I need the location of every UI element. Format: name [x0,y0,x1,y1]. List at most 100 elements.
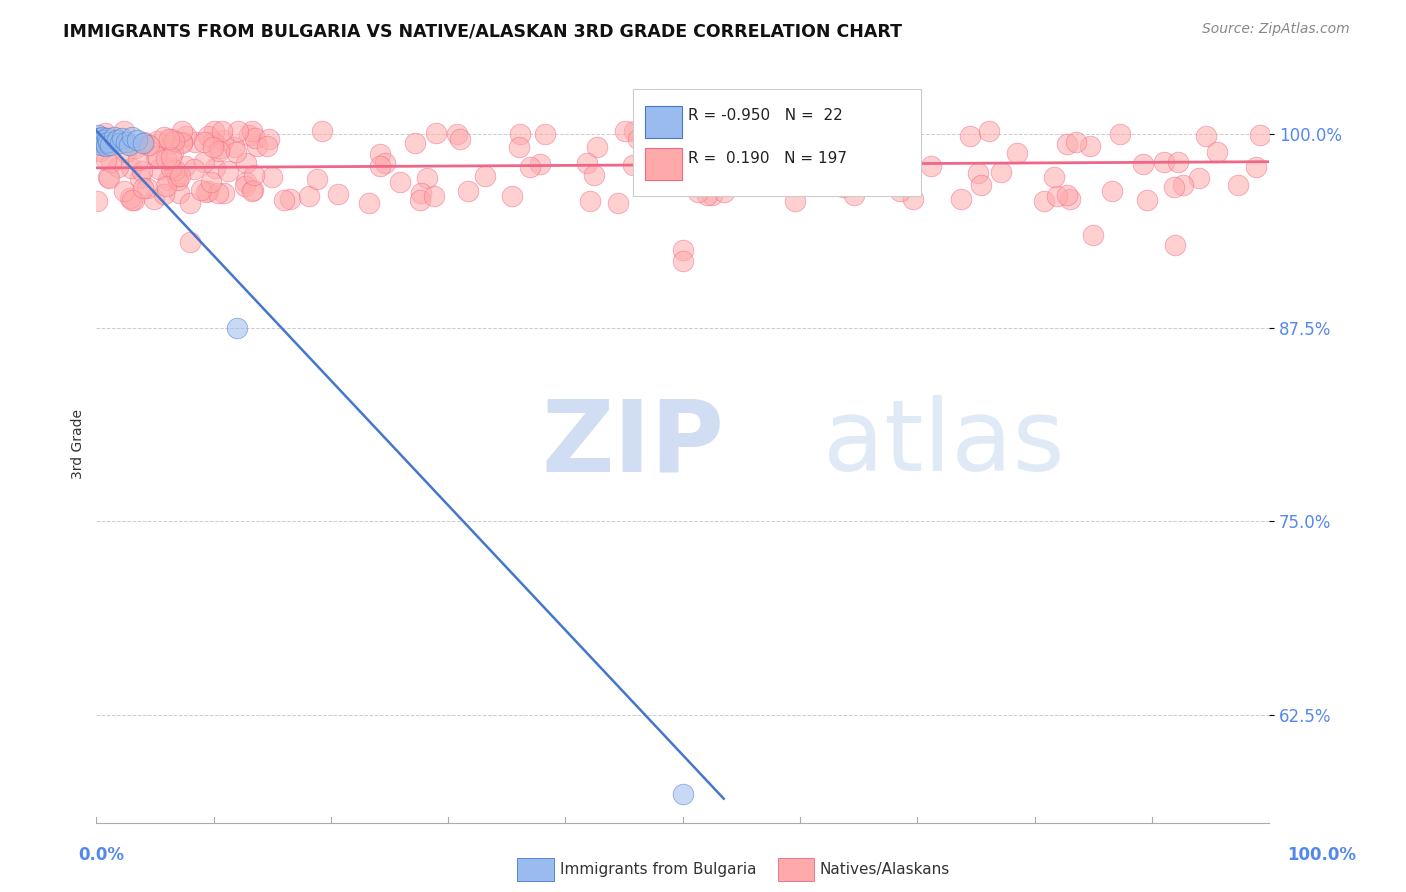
Point [1043,169,1066,184]
Point [204,161,226,175]
Point [873,173,896,187]
Point [1101,184,1123,198]
Point [457,184,479,198]
Point [450,132,472,146]
Point [179,235,201,250]
Point [172,135,194,149]
Point [90,137,112,152]
Point [169,169,191,183]
Point [575,156,598,170]
Point [509,128,531,142]
Point [959,129,981,144]
Point [100,155,122,169]
Point [782,136,804,151]
Point [1164,238,1187,252]
Point [1205,145,1227,159]
Point [111,131,134,145]
Point [167,173,190,187]
Point [97,135,120,149]
Point [136,181,159,195]
Point [1136,193,1159,207]
Point [238,128,260,142]
Point [235,156,257,170]
Point [121,129,143,144]
Point [87,131,110,145]
Point [1081,227,1104,242]
Point [793,141,815,155]
Point [1226,178,1249,193]
Point [990,165,1012,179]
Point [93,133,115,147]
Point [1195,128,1218,143]
Point [193,154,215,169]
Point [97,169,120,184]
Point [148,161,170,176]
Point [207,186,229,201]
Point [211,133,233,147]
Point [273,193,295,207]
Point [730,127,752,141]
Point [583,168,606,182]
Point [163,163,186,178]
Point [1163,180,1185,194]
Point [1153,155,1175,169]
Point [696,188,718,202]
Point [1132,157,1154,171]
Point [127,153,149,168]
Point [949,193,972,207]
Point [86,128,108,143]
Point [855,157,877,171]
Point [848,133,870,147]
Point [124,141,146,155]
Point [146,149,169,163]
Point [132,181,155,195]
Point [246,139,269,153]
Point [235,175,257,189]
Y-axis label: 3rd Grade: 3rd Grade [72,409,86,479]
Point [193,135,215,149]
Point [172,124,194,138]
Point [1244,160,1267,174]
Point [1032,194,1054,208]
Point [94,139,117,153]
Point [672,243,695,257]
Point [100,137,122,152]
Point [425,126,447,140]
Point [586,140,609,154]
Point [278,192,301,206]
Point [1056,188,1078,202]
Point [107,160,129,174]
Point [721,134,744,148]
Point [167,186,190,200]
Point [162,145,184,160]
Point [844,188,866,202]
Point [129,171,152,186]
Point [91,129,114,144]
Point [607,195,630,210]
Point [184,135,207,149]
Point [127,133,149,147]
Point [1056,137,1078,152]
Point [120,161,142,175]
Point [96,131,118,145]
Point [121,193,143,207]
Point [204,124,226,138]
Point [233,178,256,193]
Point [103,129,125,144]
Point [873,124,896,138]
Point [112,184,135,198]
Text: atlas: atlas [824,395,1066,492]
Point [89,145,111,159]
Point [96,136,118,151]
Point [519,160,541,174]
Text: R =  0.190   N = 197: R = 0.190 N = 197 [688,152,846,166]
Point [621,158,644,172]
Point [1007,145,1029,160]
Point [166,169,188,183]
Point [94,153,117,167]
Point [173,159,195,173]
Point [800,173,823,187]
Point [153,186,176,201]
Point [311,124,333,138]
Point [118,137,141,152]
